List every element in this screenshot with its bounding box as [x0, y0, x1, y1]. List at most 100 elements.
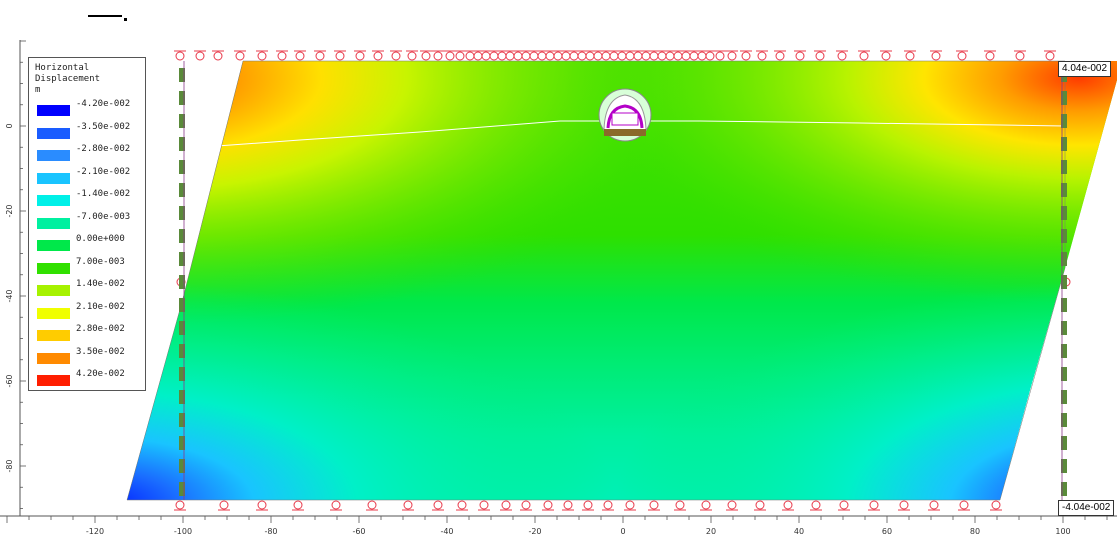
support-roller-icon — [633, 51, 643, 61]
support-roller-icon — [815, 51, 825, 61]
x-axis-tick-label: 20 — [706, 527, 716, 536]
x-axis-tick-label: 40 — [794, 527, 804, 536]
legend-swatch — [37, 285, 70, 296]
legend-label: 1.40e-002 — [76, 279, 125, 289]
x-axis-tick-label: 80 — [970, 527, 980, 536]
support-roller-icon — [501, 500, 511, 510]
top-line-mark — [88, 15, 122, 17]
max-value-flag: 4.04e-002 — [1058, 61, 1112, 77]
legend-label: -7.00e-003 — [76, 211, 131, 222]
support-roller-icon — [1015, 51, 1025, 61]
legend-label: -4.20e-002 — [76, 99, 131, 109]
support-roller-icon — [465, 51, 475, 61]
boundary-supports — [174, 50, 1071, 511]
support-roller-icon — [553, 51, 563, 61]
support-roller-icon — [481, 51, 491, 61]
support-roller-icon — [421, 51, 431, 61]
legend-label: 3.50e-002 — [76, 346, 125, 357]
support-roller-icon — [407, 51, 417, 61]
x-axis-tick-label: -20 — [528, 527, 541, 536]
x-axis-tick-label: -100 — [174, 527, 192, 536]
support-roller-icon — [257, 51, 267, 61]
support-roller-icon — [277, 51, 287, 61]
legend-swatch — [37, 172, 70, 184]
support-roller-icon — [795, 51, 805, 61]
x-axis-tick-label: -60 — [352, 527, 365, 536]
legend-label: 2.80e-002 — [76, 324, 125, 334]
support-roller-icon — [293, 500, 303, 510]
support-roller-icon — [505, 51, 515, 61]
legend-swatch — [37, 375, 70, 386]
y-axis: 0 -20 -40 -60 -80 — [5, 40, 26, 516]
support-roller-icon — [689, 51, 699, 61]
support-roller-icon — [905, 51, 915, 61]
support-roller-icon — [609, 51, 619, 61]
x-axis-tick-label: 60 — [882, 527, 892, 536]
legend-swatch — [37, 105, 70, 116]
legend-title-line2: Displacement — [35, 74, 101, 84]
support-roller-icon — [715, 51, 725, 61]
legend-swatch — [37, 262, 70, 274]
support-roller-icon — [859, 51, 869, 61]
support-roller-icon — [697, 51, 707, 61]
support-roller-icon — [617, 51, 627, 61]
support-roller-icon — [931, 51, 941, 61]
support-roller-icon — [701, 500, 711, 510]
support-roller-icon — [537, 51, 547, 61]
legend-label: 0.00e+000 — [76, 234, 125, 244]
support-roller-icon — [899, 500, 909, 510]
support-roller-icon — [641, 51, 651, 61]
support-roller-icon — [529, 51, 539, 61]
support-roller-icon — [543, 500, 553, 510]
support-roller-icon — [775, 51, 785, 61]
y-axis-tick-label: -20 — [5, 204, 14, 217]
legend-swatch — [37, 240, 70, 251]
support-roller-icon — [657, 51, 667, 61]
support-roller-icon — [625, 51, 635, 61]
support-roller-icon — [957, 51, 967, 61]
legend-label: -1.40e-002 — [76, 189, 131, 199]
legend-title-line1: Horizontal — [35, 63, 90, 73]
support-roller-icon — [593, 51, 603, 61]
support-roller-icon — [755, 500, 765, 510]
support-roller-icon — [1045, 51, 1055, 61]
legend-swatch — [37, 352, 70, 364]
x-axis-tick-label: -120 — [86, 527, 104, 536]
legend-units: m — [35, 85, 41, 95]
support-roller-icon — [583, 500, 593, 510]
support-roller-icon — [489, 51, 499, 61]
legend-label: -2.10e-002 — [76, 166, 131, 177]
support-roller-icon — [455, 51, 465, 61]
x-axis: -120 -100 -80 -60 -40 -20 0 20 40 60 80 100 — [0, 515, 1117, 536]
legend-label: 2.10e-002 — [76, 301, 125, 312]
legend-label: -3.50e-002 — [76, 121, 131, 132]
support-roller-icon — [681, 51, 691, 61]
support-roller-icon — [569, 51, 579, 61]
support-roller-icon — [295, 51, 305, 61]
support-roller-icon — [929, 500, 939, 510]
support-roller-icon — [783, 500, 793, 510]
min-value-flag: -4.04e-002 — [1058, 500, 1115, 516]
support-roller-icon — [665, 51, 675, 61]
support-roller-icon — [315, 51, 325, 61]
legend-panel[interactable]: Horizontal Displacement m -4.20e-002 -3.5… — [28, 57, 146, 391]
support-roller-icon — [881, 51, 891, 61]
support-roller-icon — [625, 500, 635, 510]
support-roller-icon — [727, 51, 737, 61]
support-roller-icon — [601, 51, 611, 61]
support-roller-icon — [433, 500, 443, 510]
x-axis-tick-label: 100 — [1055, 527, 1070, 536]
support-roller-icon — [457, 500, 467, 510]
legend-label: 4.20e-002 — [76, 369, 125, 379]
support-roller-icon — [175, 51, 185, 61]
legend-swatch — [37, 195, 70, 206]
support-roller-icon — [985, 51, 995, 61]
support-roller-icon — [649, 500, 659, 510]
support-roller-icon — [521, 500, 531, 510]
top-dot-mark — [124, 18, 127, 21]
support-roller-icon — [355, 51, 365, 61]
support-roller-icon — [839, 500, 849, 510]
support-roller-icon — [433, 51, 443, 61]
